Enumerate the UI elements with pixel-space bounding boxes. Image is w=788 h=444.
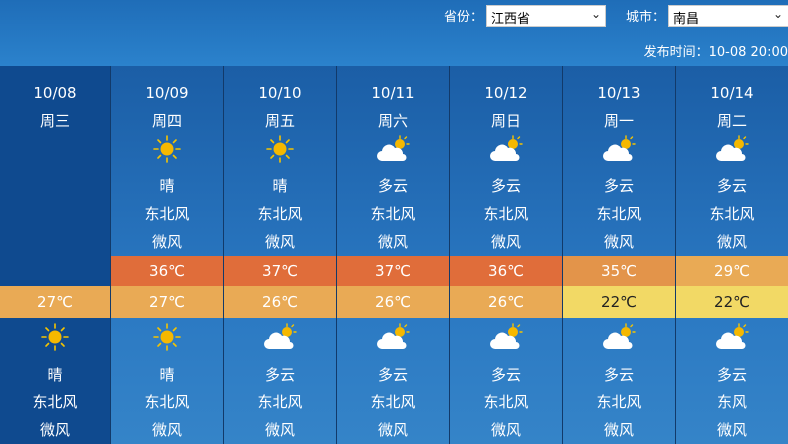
day-column: 10/10 周五 晴 东北风 微风 37℃ 26℃ 多云 东北风 微风 [223, 66, 336, 444]
province-label: 省份： [444, 10, 484, 25]
cloud-sun-icon [489, 322, 523, 352]
day-weather: 晴 [159, 177, 175, 195]
night-wind: 东北风 [257, 393, 303, 411]
day-wind-level: 微风 [377, 233, 408, 251]
day-wind: 东北风 [709, 205, 755, 223]
low-temp: 22℃ [676, 286, 788, 318]
chevron-down-icon: ⌄ [590, 7, 601, 21]
high-temp: 37℃ [224, 256, 336, 286]
day-wind: 东北风 [370, 205, 416, 223]
night-weather: 多云 [490, 366, 521, 384]
date: 10/09 [145, 84, 189, 102]
night-wind-level: 微风 [490, 421, 521, 439]
high-temp: 35℃ [563, 256, 675, 286]
day-weather: 多云 [716, 177, 747, 195]
high-temp: 29℃ [676, 256, 788, 286]
province-value: 江西省 [491, 12, 531, 27]
chevron-down-icon: ⌄ [772, 7, 783, 21]
night-weather: 多云 [264, 366, 295, 384]
day-column: 10/09 周四 晴 东北风 微风 36℃ 27℃ 晴 东北风 微风 [110, 66, 223, 444]
forecast-grid: 10/08 周三 27℃ 晴 东北风 微风 10/09 周四 晴 东北风 微风 36℃… [0, 66, 788, 444]
high-temp: 36℃ [111, 256, 223, 286]
header-bar: 省份： 江西省 ⌄ 城市： 南昌 ⌄ 发布时间：10-08 20:00 [0, 0, 788, 66]
sun-icon [38, 322, 72, 352]
cloud-sun-icon [715, 134, 749, 164]
night-wind-level: 微风 [151, 421, 182, 439]
day-column: 10/12 周日 多云 东北风 微风 36℃ 26℃ 多云 东北风 微风 [449, 66, 562, 444]
night-wind-level: 微风 [716, 421, 747, 439]
night-wind: 东风 [716, 393, 747, 411]
day-weather: 晴 [272, 177, 288, 195]
cloud-sun-icon [376, 134, 410, 164]
night-weather: 多云 [716, 366, 747, 384]
night-wind: 东北风 [144, 393, 190, 411]
sun-icon [150, 134, 184, 164]
publish-time: 发布时间：10-08 20:00 [643, 45, 788, 60]
city-select[interactable]: 南昌 ⌄ [668, 5, 788, 27]
weekday: 周一 [603, 112, 634, 130]
sun-icon [263, 134, 297, 164]
day-wind-level: 微风 [151, 233, 182, 251]
cloud-sun-icon [602, 322, 636, 352]
low-temp: 22℃ [563, 286, 675, 318]
weekday: 周三 [39, 112, 70, 130]
date: 10/14 [710, 84, 754, 102]
city-label: 城市： [626, 10, 666, 25]
sun-icon [150, 322, 184, 352]
day-column: 10/13 周一 多云 东北风 微风 35℃ 22℃ 多云 东北风 微风 [562, 66, 675, 444]
night-wind-level: 微风 [377, 421, 408, 439]
low-temp: 27℃ [0, 286, 110, 318]
day-wind-level: 微风 [716, 233, 747, 251]
night-wind: 东北风 [596, 393, 642, 411]
cloud-sun-icon [715, 322, 749, 352]
low-temp: 26℃ [337, 286, 449, 318]
cloud-sun-icon [376, 322, 410, 352]
high-temp: 36℃ [450, 256, 562, 286]
province-select[interactable]: 江西省 ⌄ [486, 5, 606, 27]
day-wind-level: 微风 [490, 233, 521, 251]
night-wind: 东北风 [32, 393, 78, 411]
date: 10/11 [371, 84, 415, 102]
night-wind-level: 微风 [264, 421, 295, 439]
cloud-sun-icon [489, 134, 523, 164]
day-wind: 东北风 [144, 205, 190, 223]
low-temp: 26℃ [224, 286, 336, 318]
night-wind: 东北风 [483, 393, 529, 411]
night-weather: 多云 [377, 366, 408, 384]
night-weather: 晴 [159, 366, 175, 384]
cloud-sun-icon [263, 322, 297, 352]
date: 10/10 [258, 84, 302, 102]
cloud-sun-icon [602, 134, 636, 164]
day-weather: 多云 [603, 177, 634, 195]
night-weather: 多云 [603, 366, 634, 384]
weekday: 周二 [716, 112, 747, 130]
night-wind: 东北风 [370, 393, 416, 411]
low-temp: 26℃ [450, 286, 562, 318]
city-value: 南昌 [673, 12, 700, 27]
night-wind-level: 微风 [39, 421, 70, 439]
weekday: 周日 [490, 112, 521, 130]
date: 10/12 [484, 84, 528, 102]
day-weather: 多云 [377, 177, 408, 195]
day-weather: 多云 [490, 177, 521, 195]
night-wind-level: 微风 [603, 421, 634, 439]
night-weather: 晴 [47, 366, 63, 384]
date: 10/13 [597, 84, 641, 102]
day-wind: 东北风 [257, 205, 303, 223]
day-column: 10/08 周三 27℃ 晴 东北风 微风 [0, 66, 110, 444]
day-wind-level: 微风 [264, 233, 295, 251]
day-wind-level: 微风 [603, 233, 634, 251]
low-temp: 27℃ [111, 286, 223, 318]
weekday: 周五 [264, 112, 295, 130]
day-wind: 东北风 [596, 205, 642, 223]
date: 10/08 [33, 84, 77, 102]
weekday: 周四 [151, 112, 182, 130]
day-column: 10/14 周二 多云 东北风 微风 29℃ 22℃ 多云 东风 微风 [675, 66, 788, 444]
day-column: 10/11 周六 多云 东北风 微风 37℃ 26℃ 多云 东北风 微风 [336, 66, 449, 444]
day-wind: 东北风 [483, 205, 529, 223]
high-temp: 37℃ [337, 256, 449, 286]
weekday: 周六 [377, 112, 408, 130]
